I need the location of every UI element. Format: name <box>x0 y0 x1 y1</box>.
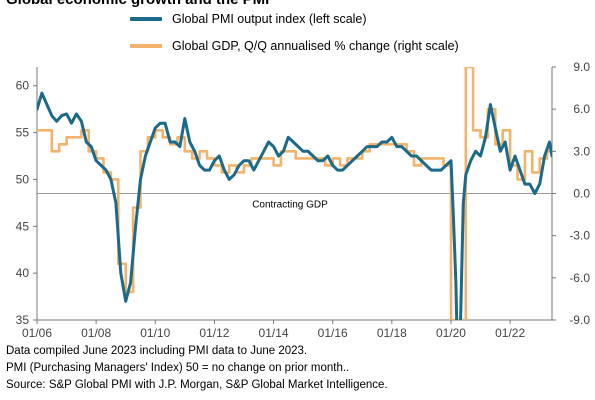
x-tick-label: 01/10 <box>140 326 170 340</box>
right-tick-label: 9.0 <box>573 60 590 74</box>
left-tick-label: 60 <box>16 79 30 93</box>
x-tick-label: 01/16 <box>318 326 348 340</box>
footnote-data-compiled: Data compiled June 2023 including PMI da… <box>6 345 308 357</box>
right-tick-label: 0.0 <box>573 187 590 201</box>
right-tick-label: 6.0 <box>573 102 590 116</box>
chart-marks <box>37 67 552 320</box>
left-tick-label: 50 <box>16 172 30 186</box>
legend-label-pmi: Global PMI output index (left scale) <box>172 12 367 26</box>
footnote-source: Source: S&P Global PMI with J.P. Morgan,… <box>6 379 388 391</box>
left-tick-label: 45 <box>16 219 30 233</box>
x-tick-label: 01/12 <box>199 326 229 340</box>
x-tick-label: 01/18 <box>377 326 407 340</box>
legend-swatch-gdp <box>130 44 162 48</box>
legend-swatch-pmi <box>130 17 162 21</box>
x-tick-label: 01/14 <box>259 326 289 340</box>
right-tick-label: -9.0 <box>569 313 590 327</box>
footnote-pmi-definition: PMI (Purchasing Managers' Index) 50 = no… <box>6 362 350 374</box>
contracting-gdp-label: Contracting GDP <box>252 200 328 211</box>
right-tick-label: 3.0 <box>573 144 590 158</box>
left-tick-label: 55 <box>16 126 30 140</box>
x-tick-label: 01/22 <box>495 326 525 340</box>
chart-axes: Contracting GDP 35 40 45 50 55 60 -9.0 -6.0 -3.0 0… <box>16 60 591 340</box>
legend-label-gdp: Global GDP, Q/Q annualised % change (rig… <box>172 39 459 53</box>
right-tick-label: -6.0 <box>569 271 590 285</box>
x-tick-label: 01/08 <box>81 326 111 340</box>
legend-item-pmi: Global PMI output index (left scale) <box>130 11 367 27</box>
x-tick-label: 01/06 <box>22 326 52 340</box>
right-tick-label: -3.0 <box>569 229 590 243</box>
series-line-gdp <box>37 67 552 320</box>
legend-item-gdp: Global GDP, Q/Q annualised % change (rig… <box>130 38 459 54</box>
x-tick-label: 01/20 <box>436 326 466 340</box>
series-line-pmi <box>37 91 552 320</box>
left-tick-label: 40 <box>16 266 30 280</box>
left-tick-label: 35 <box>16 313 30 327</box>
chart-title: Global economic growth and the PMI <box>6 0 269 8</box>
